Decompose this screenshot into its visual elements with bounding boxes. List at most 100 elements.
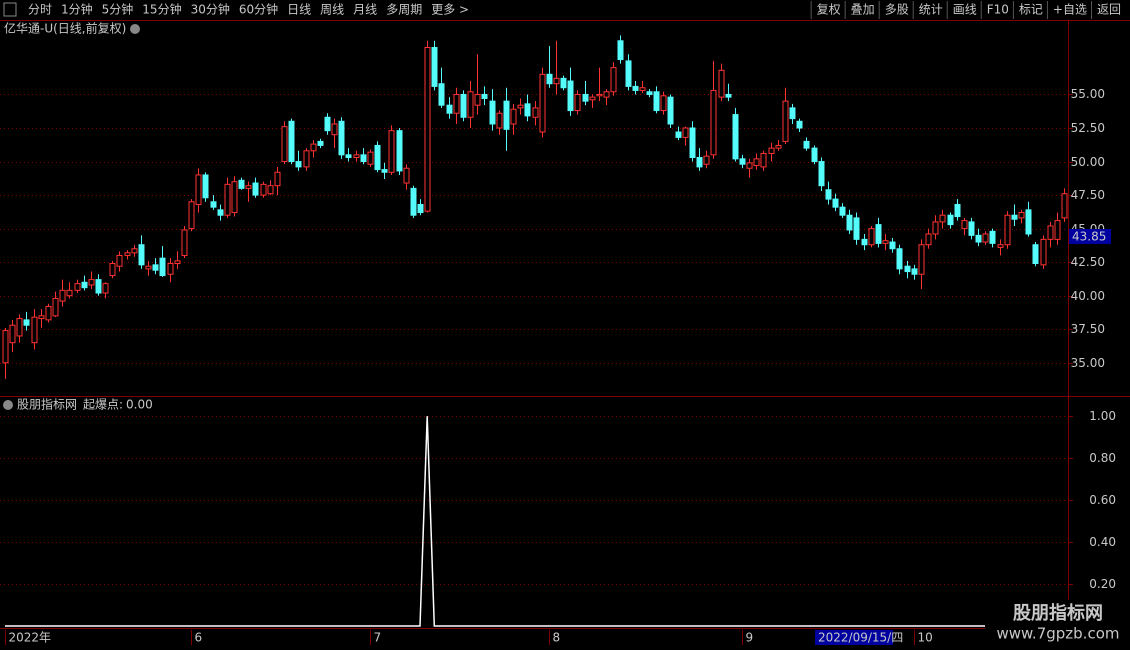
toolbar-button[interactable]: 多股 [885, 3, 909, 17]
candle-body [231, 181, 238, 214]
toolbar-tab[interactable]: 15分钟 [142, 2, 181, 17]
toolbar-tab[interactable]: 5分钟 [102, 2, 134, 17]
toolbar-tab[interactable]: 更多 > [431, 3, 469, 17]
candle-body [353, 154, 360, 159]
candle-body [625, 60, 632, 87]
toolbar-tab[interactable]: 多周期 [386, 3, 422, 17]
y-tick-label: 52.50 [1071, 121, 1105, 135]
y-tick-label: 35.00 [1071, 356, 1105, 370]
candle-body [911, 268, 918, 275]
candle-body [210, 201, 217, 208]
toolbar-tab[interactable]: 周线 [320, 3, 344, 17]
candle-body [331, 123, 338, 136]
candle-body [281, 126, 288, 163]
toolbar-button[interactable]: 统计 [919, 3, 943, 17]
candle-body [589, 96, 596, 101]
candle-body [453, 93, 460, 114]
toolbar-button[interactable]: 返回 [1097, 3, 1121, 17]
candle-body [997, 244, 1004, 248]
y-tick-label: 1.00 [1089, 409, 1116, 423]
toolbar-button[interactable]: 复权 [817, 3, 841, 17]
candle-body [174, 260, 181, 265]
candle-body [124, 252, 131, 256]
candle-body [388, 130, 395, 173]
toolbar-button[interactable]: F10 [987, 3, 1009, 17]
candle-body [632, 85, 639, 91]
candle-body [374, 144, 381, 171]
toolbar-button[interactable]: +自选 [1053, 3, 1087, 17]
candle-body [904, 265, 911, 273]
toolbar-tab[interactable]: 分时 [28, 3, 52, 17]
candle-body [839, 206, 846, 216]
toolbar-tab[interactable]: 月线 [353, 3, 377, 17]
cursor-date-box [815, 630, 893, 645]
y-tick-label: 37.50 [1071, 322, 1105, 336]
candle-body [295, 161, 302, 168]
candle-body [217, 209, 224, 216]
candle-body [646, 91, 653, 95]
candle-body [725, 93, 732, 98]
last-price-box [1069, 229, 1111, 244]
candle-body [417, 203, 424, 214]
candle-body [567, 80, 574, 112]
candle-body [553, 77, 560, 85]
candle-body [188, 201, 195, 230]
y-tick-label: 50.00 [1071, 155, 1105, 169]
candle-body [574, 93, 581, 112]
candle-body [403, 167, 410, 184]
candle-body [131, 248, 138, 254]
candle-body [260, 183, 267, 196]
candle-body [753, 158, 760, 167]
x-tick-label: 10 [918, 631, 933, 645]
menu-icon[interactable] [3, 2, 17, 17]
indicator-menu[interactable] [3, 400, 13, 410]
x-tick-label: 8 [553, 631, 561, 645]
indicator-readout-value: 0.00 [126, 398, 153, 412]
candle-body [925, 233, 932, 246]
candle-body [95, 279, 102, 294]
candle-body [789, 107, 796, 120]
candle-body [496, 112, 503, 129]
candle-body [159, 257, 166, 277]
toolbar-button[interactable]: 标记 [1019, 3, 1043, 17]
candle-body [596, 93, 603, 97]
candle-body [317, 140, 324, 146]
toolbar-tab[interactable]: 30分钟 [191, 2, 230, 17]
candle-body [961, 220, 968, 230]
candle-body [1004, 214, 1011, 246]
candle-body [861, 238, 868, 246]
candle-body [288, 120, 295, 163]
candle-body [303, 150, 310, 168]
x-tick-label: 7 [374, 631, 382, 645]
candle-body [718, 69, 725, 98]
candle-body [167, 263, 174, 275]
candle-body [818, 161, 825, 187]
candle-body [31, 316, 38, 344]
candle-body [396, 130, 403, 172]
candle-body [116, 254, 123, 267]
candle-body [689, 127, 696, 159]
candle-body [832, 198, 839, 208]
candle-body [868, 228, 875, 246]
candle-body [16, 318, 23, 337]
candle-body [431, 46, 438, 87]
candle-body [202, 174, 209, 199]
toolbar-button[interactable]: 画线 [953, 3, 977, 17]
candle-body [760, 152, 767, 168]
candle-body [52, 297, 59, 317]
x-tick-label: 6 [195, 631, 203, 645]
toolbar-tab[interactable]: 60分钟 [239, 2, 278, 17]
y-tick-label: 0.80 [1089, 451, 1116, 465]
toolbar-tab[interactable]: 日线 [287, 3, 311, 17]
candle-body [954, 203, 961, 218]
candle-body [875, 224, 882, 244]
candle-body [9, 324, 16, 344]
candle-body [310, 143, 317, 152]
toolbar-button[interactable]: 叠加 [851, 3, 875, 17]
toolbar-tab[interactable]: 1分钟 [61, 2, 93, 17]
candle-body [74, 283, 81, 291]
candle-body [274, 171, 281, 187]
candle-body [811, 147, 818, 163]
header-menu[interactable] [130, 24, 140, 34]
candle-body [982, 233, 989, 243]
